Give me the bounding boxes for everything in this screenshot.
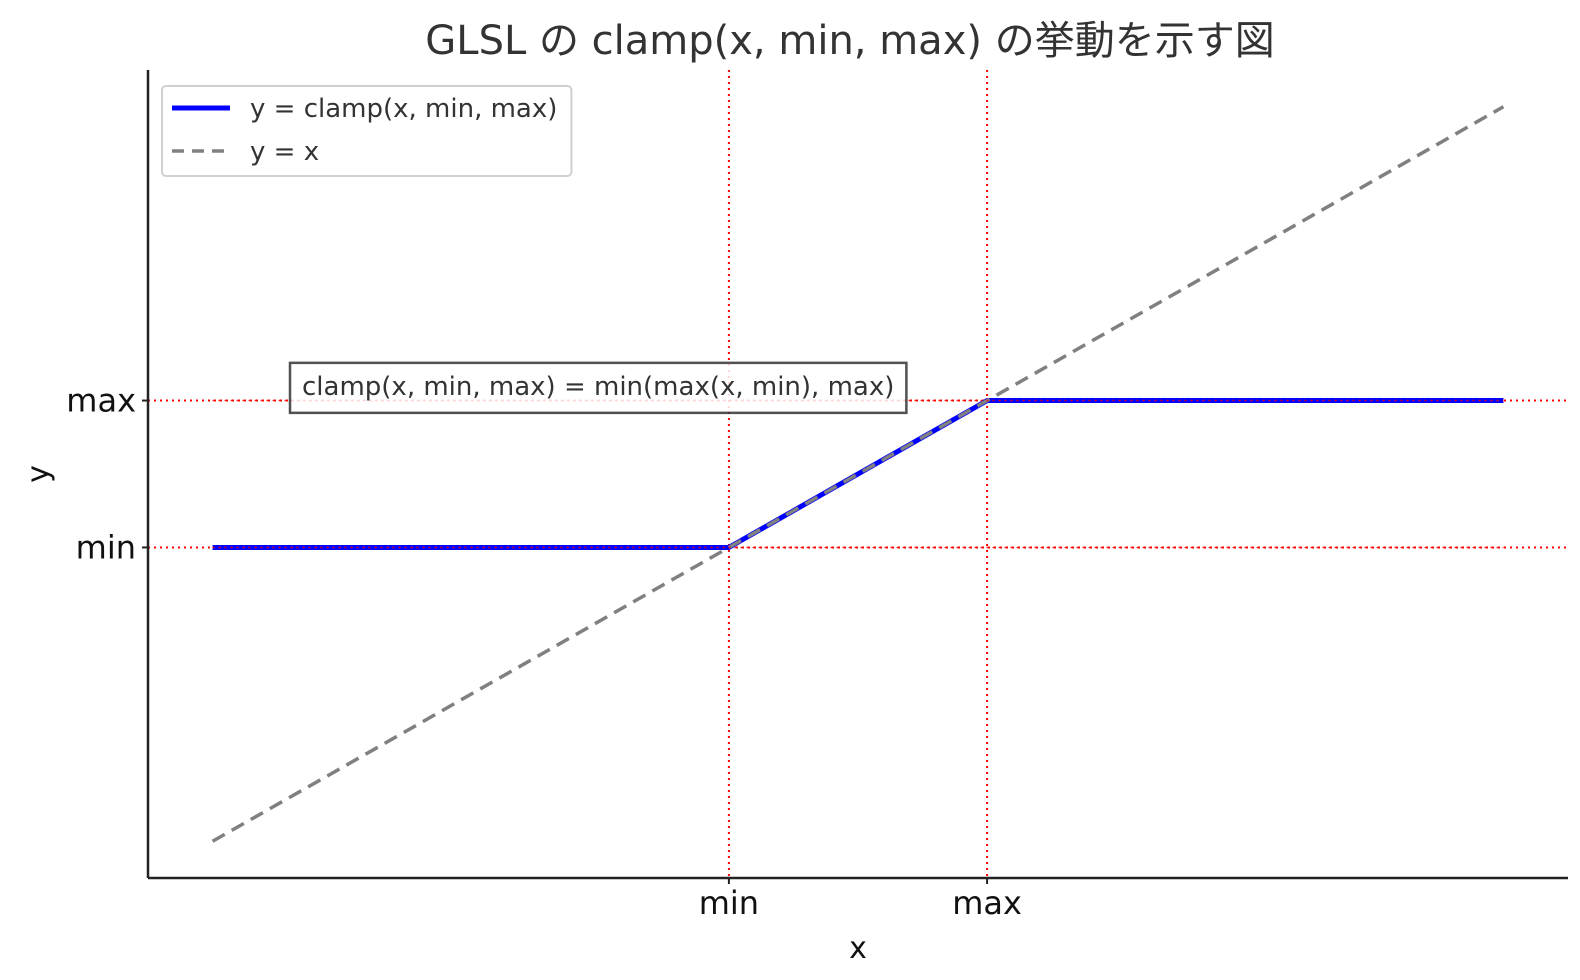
y-axis-label: y (21, 465, 56, 483)
chart-title: GLSL の clamp(x, min, max) の挙動を示す図 (425, 18, 1274, 64)
annotation-text: clamp(x, min, max) = min(max(x, min), ma… (302, 372, 894, 402)
legend-box (161, 85, 573, 177)
x-tick-label-1: max (952, 884, 1022, 922)
axes (146, 70, 1568, 880)
series-layer (211, 105, 1505, 843)
x-tick-label-0: min (699, 884, 759, 922)
legend-label-1: y = x (250, 137, 319, 167)
legend: y = clamp(x, min, max) y = x (161, 85, 573, 177)
formula-annotation: clamp(x, min, max) = min(max(x, min), ma… (288, 361, 908, 415)
series-clamp-line (212, 398, 1504, 550)
ticks: min max min max (66, 382, 1022, 922)
series-identity-line (211, 105, 1505, 843)
y-tick-label-1: max (66, 382, 136, 420)
x-axis-label: x (849, 931, 867, 966)
y-tick-label-0: min (76, 528, 136, 566)
legend-label-0: y = clamp(x, min, max) (250, 94, 557, 124)
annotation-box (288, 361, 908, 415)
